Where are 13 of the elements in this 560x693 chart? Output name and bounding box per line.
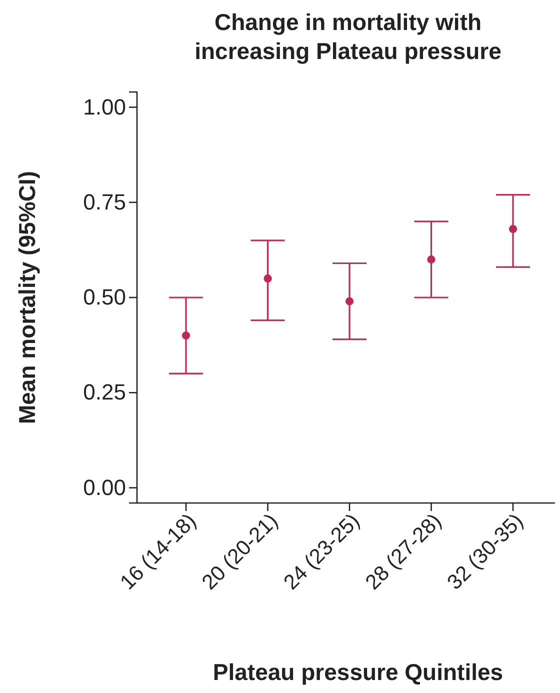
point	[264, 274, 272, 283]
y-tick-label: 0.50	[83, 284, 126, 310]
point	[508, 224, 518, 234]
point	[345, 297, 354, 306]
y-axis-title: Mean mortality (95%CI)	[14, 170, 40, 424]
point	[427, 255, 436, 264]
point	[182, 331, 190, 340]
y-tick-label: 0.75	[83, 189, 126, 214]
y-tick-label: 0.00	[83, 474, 126, 500]
chart-title: Change in mortality with increasing Plateau pressure	[194, 9, 502, 64]
y-tick-label: 0.25	[83, 380, 126, 405]
x-axis-title: Plateau pressure Quintiles	[212, 659, 504, 685]
y-tick-label: 1.00	[83, 94, 126, 120]
